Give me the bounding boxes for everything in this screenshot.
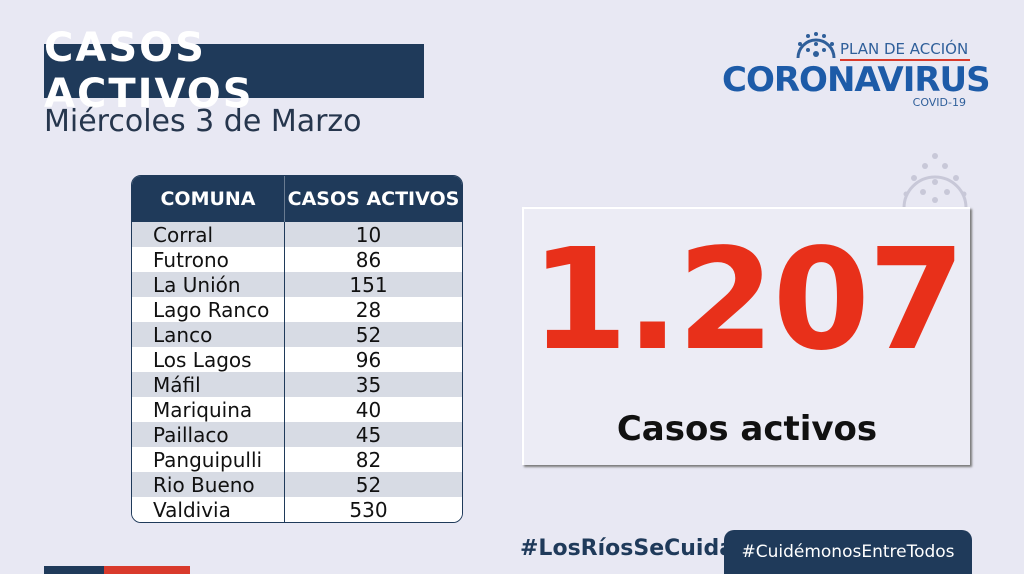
comuna-cell: Corral bbox=[132, 222, 285, 247]
table-row: Panguipulli 82 bbox=[132, 447, 462, 472]
total-label: Casos activos bbox=[616, 409, 878, 449]
comuna-cell: Máfil bbox=[132, 372, 285, 397]
table-row: Futrono 86 bbox=[132, 247, 462, 272]
casos-cell: 151 bbox=[285, 272, 462, 297]
footer-bar-red bbox=[104, 566, 190, 574]
comuna-cell: Rio Bueno bbox=[132, 472, 285, 497]
coronavirus-logo: PLAN DE ACCIÓN CORONAVIRUS COVID-19 bbox=[722, 30, 991, 110]
date-subtitle: Miércoles 3 de Marzo bbox=[44, 104, 362, 139]
hashtag-los-rios: #LosRíosSeCuida bbox=[520, 536, 735, 561]
casos-table: COMUNA CASOS ACTIVOS Corral 10 Futrono 8… bbox=[131, 175, 463, 523]
logo-coronavirus-text: CORONAVIRUS bbox=[722, 60, 991, 100]
footer-bar-blue bbox=[44, 566, 104, 574]
table-row: Corral 10 bbox=[132, 222, 462, 247]
page-title: CASOS ACTIVOS bbox=[44, 25, 424, 117]
header-comuna: COMUNA bbox=[132, 176, 285, 222]
comuna-cell: Lanco bbox=[132, 322, 285, 347]
casos-cell: 530 bbox=[285, 497, 462, 522]
comuna-cell: Panguipulli bbox=[132, 447, 285, 472]
table-row: Valdivia 530 bbox=[132, 497, 462, 522]
comuna-cell: Mariquina bbox=[132, 397, 285, 422]
casos-cell: 52 bbox=[285, 472, 462, 497]
total-value: 1.207 bbox=[530, 219, 966, 382]
comuna-cell: Lago Ranco bbox=[132, 297, 285, 322]
casos-cell: 10 bbox=[285, 222, 462, 247]
table-row: Lago Ranco 28 bbox=[132, 297, 462, 322]
comuna-cell: Futrono bbox=[132, 247, 285, 272]
casos-cell: 35 bbox=[285, 372, 462, 397]
total-card: 1.207 Casos activos bbox=[522, 207, 970, 465]
casos-cell: 82 bbox=[285, 447, 462, 472]
comuna-cell: La Unión bbox=[132, 272, 285, 297]
casos-cell: 86 bbox=[285, 247, 462, 272]
table-row: Paillaco 45 bbox=[132, 422, 462, 447]
virus-decoration-icon bbox=[902, 153, 968, 209]
casos-cell: 40 bbox=[285, 397, 462, 422]
table-row: Lanco 52 bbox=[132, 322, 462, 347]
table-row: Los Lagos 96 bbox=[132, 347, 462, 372]
table-row: Mariquina 40 bbox=[132, 397, 462, 422]
table-row: La Unión 151 bbox=[132, 272, 462, 297]
virus-icon bbox=[796, 32, 836, 59]
table-row: Máfil 35 bbox=[132, 372, 462, 397]
casos-cell: 28 bbox=[285, 297, 462, 322]
logo-plan-text: PLAN DE ACCIÓN bbox=[840, 40, 969, 58]
comuna-cell: Los Lagos bbox=[132, 347, 285, 372]
hashtag-cuidemonos: #CuidémonosEntreTodos bbox=[724, 530, 972, 574]
logo-covid-text: COVID-19 bbox=[912, 96, 966, 109]
casos-cell: 96 bbox=[285, 347, 462, 372]
table-row: Rio Bueno 52 bbox=[132, 472, 462, 497]
logo-divider bbox=[840, 59, 970, 61]
casos-cell: 45 bbox=[285, 422, 462, 447]
comuna-cell: Paillaco bbox=[132, 422, 285, 447]
header-casos: CASOS ACTIVOS bbox=[285, 176, 462, 222]
casos-cell: 52 bbox=[285, 322, 462, 347]
comuna-cell: Valdivia bbox=[132, 497, 285, 522]
